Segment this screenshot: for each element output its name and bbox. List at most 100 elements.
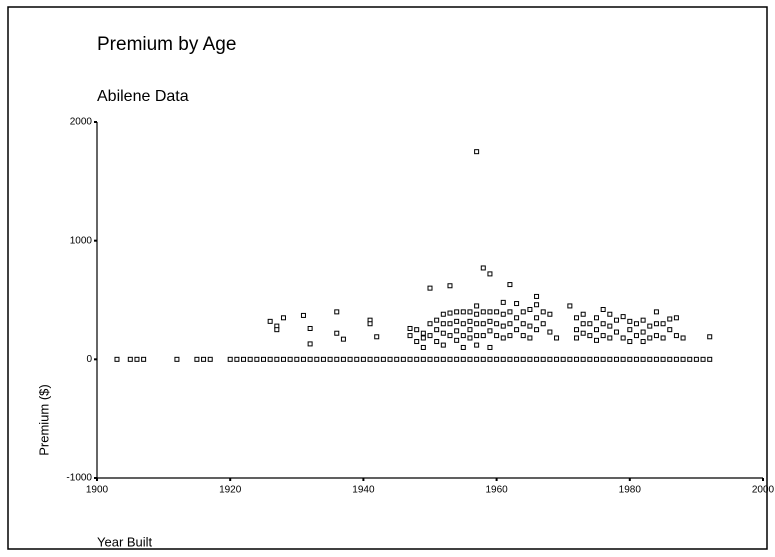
point bbox=[574, 356, 580, 362]
point bbox=[374, 334, 380, 340]
point bbox=[201, 356, 207, 362]
point bbox=[340, 356, 346, 362]
point bbox=[580, 321, 586, 327]
point bbox=[707, 334, 713, 340]
point bbox=[487, 318, 493, 324]
y-tick-label: 1000 bbox=[70, 235, 93, 246]
point bbox=[487, 328, 493, 334]
point bbox=[474, 321, 480, 327]
y-tick-label: 2000 bbox=[70, 117, 93, 128]
point bbox=[607, 335, 613, 341]
point bbox=[500, 356, 506, 362]
point bbox=[467, 327, 473, 333]
point bbox=[607, 356, 613, 362]
point bbox=[247, 356, 253, 362]
x-tick-label: 1980 bbox=[619, 485, 642, 496]
point bbox=[514, 301, 520, 307]
point bbox=[374, 356, 380, 362]
point bbox=[587, 333, 593, 339]
point bbox=[514, 356, 520, 362]
point bbox=[474, 342, 480, 348]
point bbox=[527, 356, 533, 362]
point bbox=[487, 344, 493, 350]
point bbox=[540, 321, 546, 327]
point bbox=[667, 356, 673, 362]
point bbox=[474, 149, 480, 155]
point bbox=[633, 356, 639, 362]
point bbox=[520, 309, 526, 315]
point bbox=[267, 356, 273, 362]
point bbox=[407, 333, 413, 339]
point bbox=[487, 271, 493, 277]
point bbox=[487, 356, 493, 362]
point bbox=[620, 356, 626, 362]
point bbox=[474, 303, 480, 309]
point bbox=[207, 356, 213, 362]
point bbox=[647, 323, 653, 329]
point bbox=[500, 335, 506, 341]
point bbox=[660, 335, 666, 341]
point bbox=[647, 356, 653, 362]
point bbox=[653, 309, 659, 315]
point bbox=[627, 318, 633, 324]
point bbox=[420, 344, 426, 350]
point bbox=[447, 356, 453, 362]
point bbox=[480, 265, 486, 271]
point bbox=[414, 339, 420, 345]
point bbox=[520, 321, 526, 327]
point bbox=[407, 356, 413, 362]
point bbox=[554, 335, 560, 341]
point bbox=[407, 325, 413, 331]
point bbox=[627, 327, 633, 333]
point bbox=[440, 321, 446, 327]
point bbox=[507, 321, 513, 327]
point bbox=[474, 356, 480, 362]
point bbox=[414, 327, 420, 333]
point bbox=[387, 356, 393, 362]
point bbox=[613, 356, 619, 362]
point bbox=[647, 335, 653, 341]
point bbox=[467, 318, 473, 324]
point bbox=[633, 321, 639, 327]
point bbox=[320, 356, 326, 362]
point bbox=[347, 356, 353, 362]
point bbox=[454, 356, 460, 362]
point bbox=[640, 317, 646, 323]
point bbox=[467, 309, 473, 315]
point bbox=[480, 333, 486, 339]
point bbox=[673, 333, 679, 339]
point bbox=[447, 321, 453, 327]
point bbox=[434, 339, 440, 345]
x-axis-label: Year Built bbox=[97, 534, 153, 549]
point bbox=[434, 356, 440, 362]
y-tick-label: 0 bbox=[86, 354, 92, 365]
point bbox=[474, 333, 480, 339]
point bbox=[280, 315, 286, 321]
point bbox=[494, 309, 500, 315]
point bbox=[540, 309, 546, 315]
point bbox=[274, 327, 280, 333]
point bbox=[534, 356, 540, 362]
point bbox=[574, 315, 580, 321]
point bbox=[454, 328, 460, 334]
point bbox=[547, 311, 553, 317]
point bbox=[534, 302, 540, 308]
point bbox=[613, 317, 619, 323]
chart-title: Premium by Age bbox=[97, 34, 236, 55]
point bbox=[520, 356, 526, 362]
point bbox=[500, 299, 506, 305]
point bbox=[500, 311, 506, 317]
point bbox=[540, 356, 546, 362]
point bbox=[527, 323, 533, 329]
point bbox=[394, 356, 400, 362]
point bbox=[454, 318, 460, 324]
x-tick-label: 1900 bbox=[86, 485, 109, 496]
point bbox=[234, 356, 240, 362]
point bbox=[534, 293, 540, 299]
point bbox=[687, 356, 693, 362]
point bbox=[254, 356, 260, 362]
point bbox=[267, 318, 273, 324]
point bbox=[427, 333, 433, 339]
frame bbox=[7, 6, 768, 550]
point bbox=[693, 356, 699, 362]
